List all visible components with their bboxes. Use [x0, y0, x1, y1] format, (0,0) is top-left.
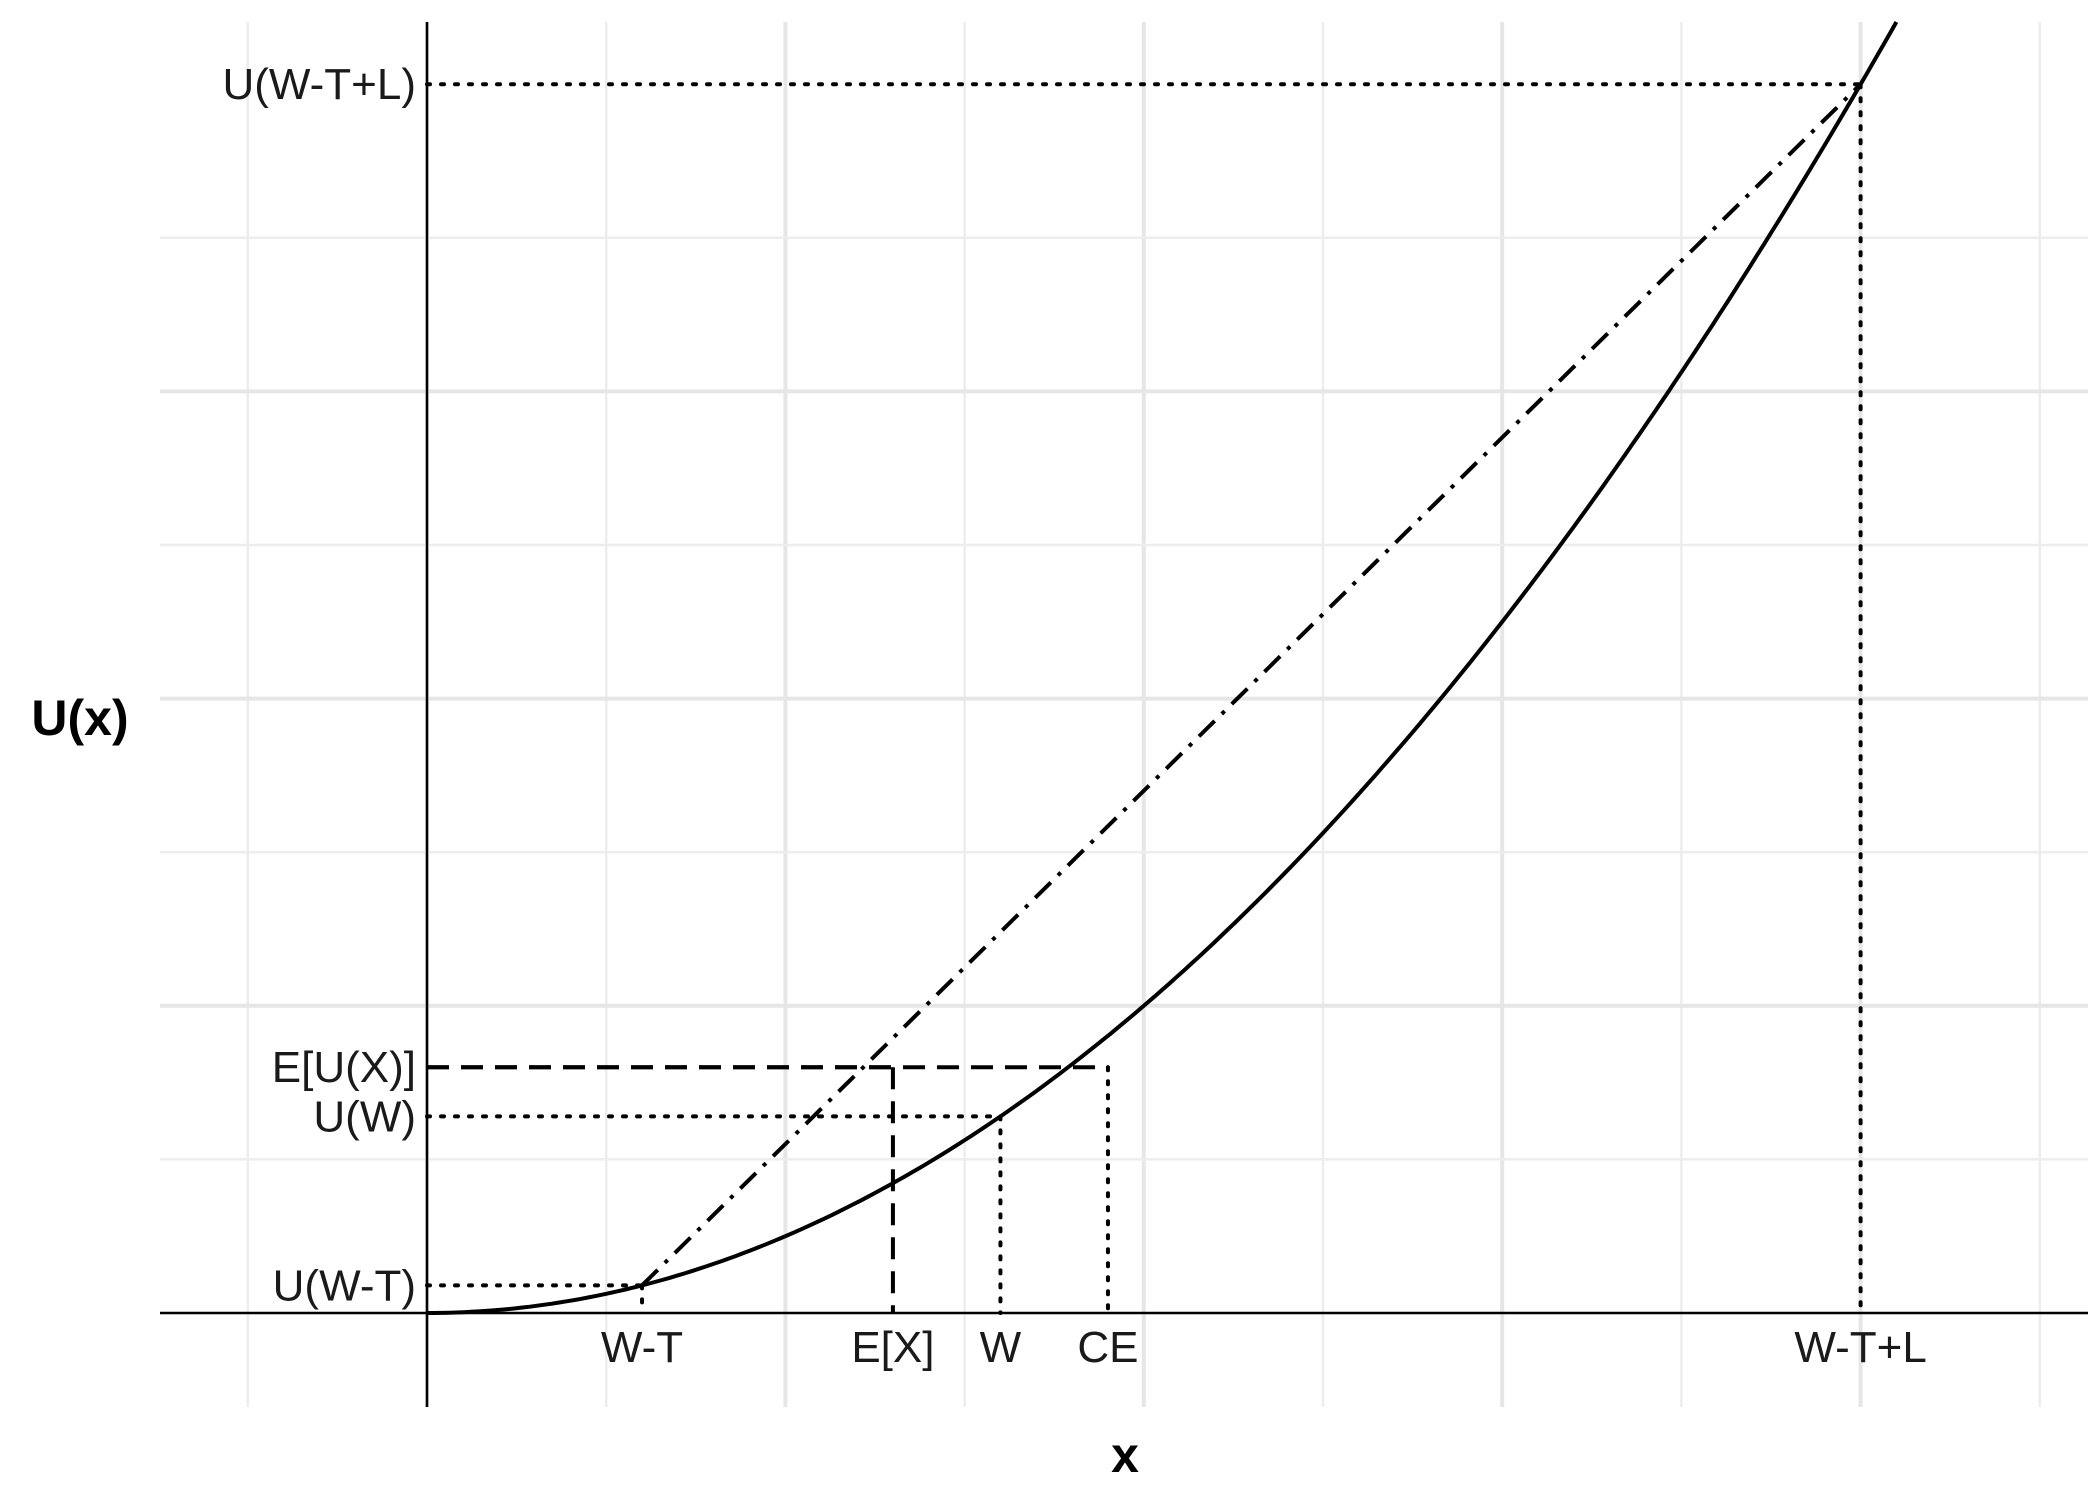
tick-labels: W-T E[X] W CE W-T+L U(W-T) U(W)E[U(X)] U(W-T+L) [222, 60, 1926, 1372]
x-tick-label: W [980, 1323, 1022, 1372]
y-tick-label: U(W-T) [273, 1261, 416, 1310]
x-axis-title: x [1111, 1427, 1139, 1483]
guide-lines [425, 82, 1863, 1315]
x-tick-label: E[X] [851, 1323, 934, 1372]
x-tick-label: W-T [601, 1323, 683, 1372]
y-axis-title: U(x) [31, 690, 128, 746]
series [427, 21, 1899, 1315]
y-tick-label: E[U(X)] [272, 1043, 416, 1092]
x-tick-label: W-T+L [1794, 1323, 1926, 1372]
grid [160, 22, 2088, 1407]
chord-dashdot-line [640, 82, 1863, 1287]
y-tick-label: U(W-T+L) [222, 60, 416, 109]
utility-curve [427, 21, 1899, 1315]
x-tick-label: CE [1077, 1323, 1138, 1372]
axes [160, 22, 2088, 1407]
y-tick-label: U(W) [313, 1092, 416, 1141]
